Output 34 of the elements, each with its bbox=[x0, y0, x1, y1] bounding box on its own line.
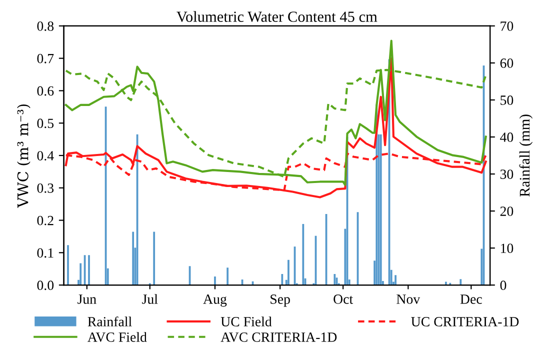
y2-tick-label: 20 bbox=[500, 206, 514, 216]
legend-label: AVC Field bbox=[88, 332, 147, 342]
y-tick-label: 0.1 bbox=[37, 248, 54, 258]
y2-tick-label: 40 bbox=[500, 132, 514, 142]
x-tick-label: Oct bbox=[334, 294, 354, 304]
chart-title: Volumetric Water Content 45 cm bbox=[176, 11, 378, 22]
x-tick-label: Aug bbox=[203, 294, 227, 307]
line-series bbox=[64, 57, 487, 198]
y2-tick-label: 30 bbox=[500, 170, 514, 179]
line-series bbox=[64, 40, 487, 186]
y2-tick-label: 70 bbox=[500, 22, 514, 31]
y-tick-label: 0.6 bbox=[37, 86, 54, 96]
y2-tick-label: 10 bbox=[500, 244, 514, 253]
y-tick-label: 0.5 bbox=[37, 118, 54, 128]
legend-label: AVC CRITERIA-1D bbox=[220, 332, 337, 342]
y2-tick-label: 0 bbox=[500, 280, 506, 290]
x-tick-label: Sep bbox=[270, 294, 290, 307]
x-tick-label: Jul bbox=[142, 294, 158, 304]
y-tick-label: 0.2 bbox=[37, 216, 54, 226]
y-axis-title: VWC (m³ m⁻³) bbox=[17, 104, 30, 208]
legend-label: UC Field bbox=[220, 316, 272, 326]
y-tick-label: 0.4 bbox=[37, 151, 54, 161]
y-tick-label: 0.7 bbox=[37, 54, 54, 64]
y-tick-label: 0.0 bbox=[37, 280, 54, 290]
y2-axis-title: Rainfall (mm) bbox=[519, 114, 533, 197]
legend-label: Rainfall bbox=[88, 316, 132, 326]
y2-tick-label: 60 bbox=[500, 58, 514, 68]
y-tick-label: 0.8 bbox=[37, 22, 54, 31]
x-tick-label: Dec bbox=[460, 294, 482, 304]
y-tick-label: 0.3 bbox=[37, 183, 54, 193]
y2-tick-label: 50 bbox=[500, 96, 514, 105]
x-tick-label: Jun bbox=[78, 294, 96, 304]
x-tick-label: Nov bbox=[396, 294, 420, 304]
legend-label: UC CRITERIA-1D bbox=[411, 317, 519, 326]
